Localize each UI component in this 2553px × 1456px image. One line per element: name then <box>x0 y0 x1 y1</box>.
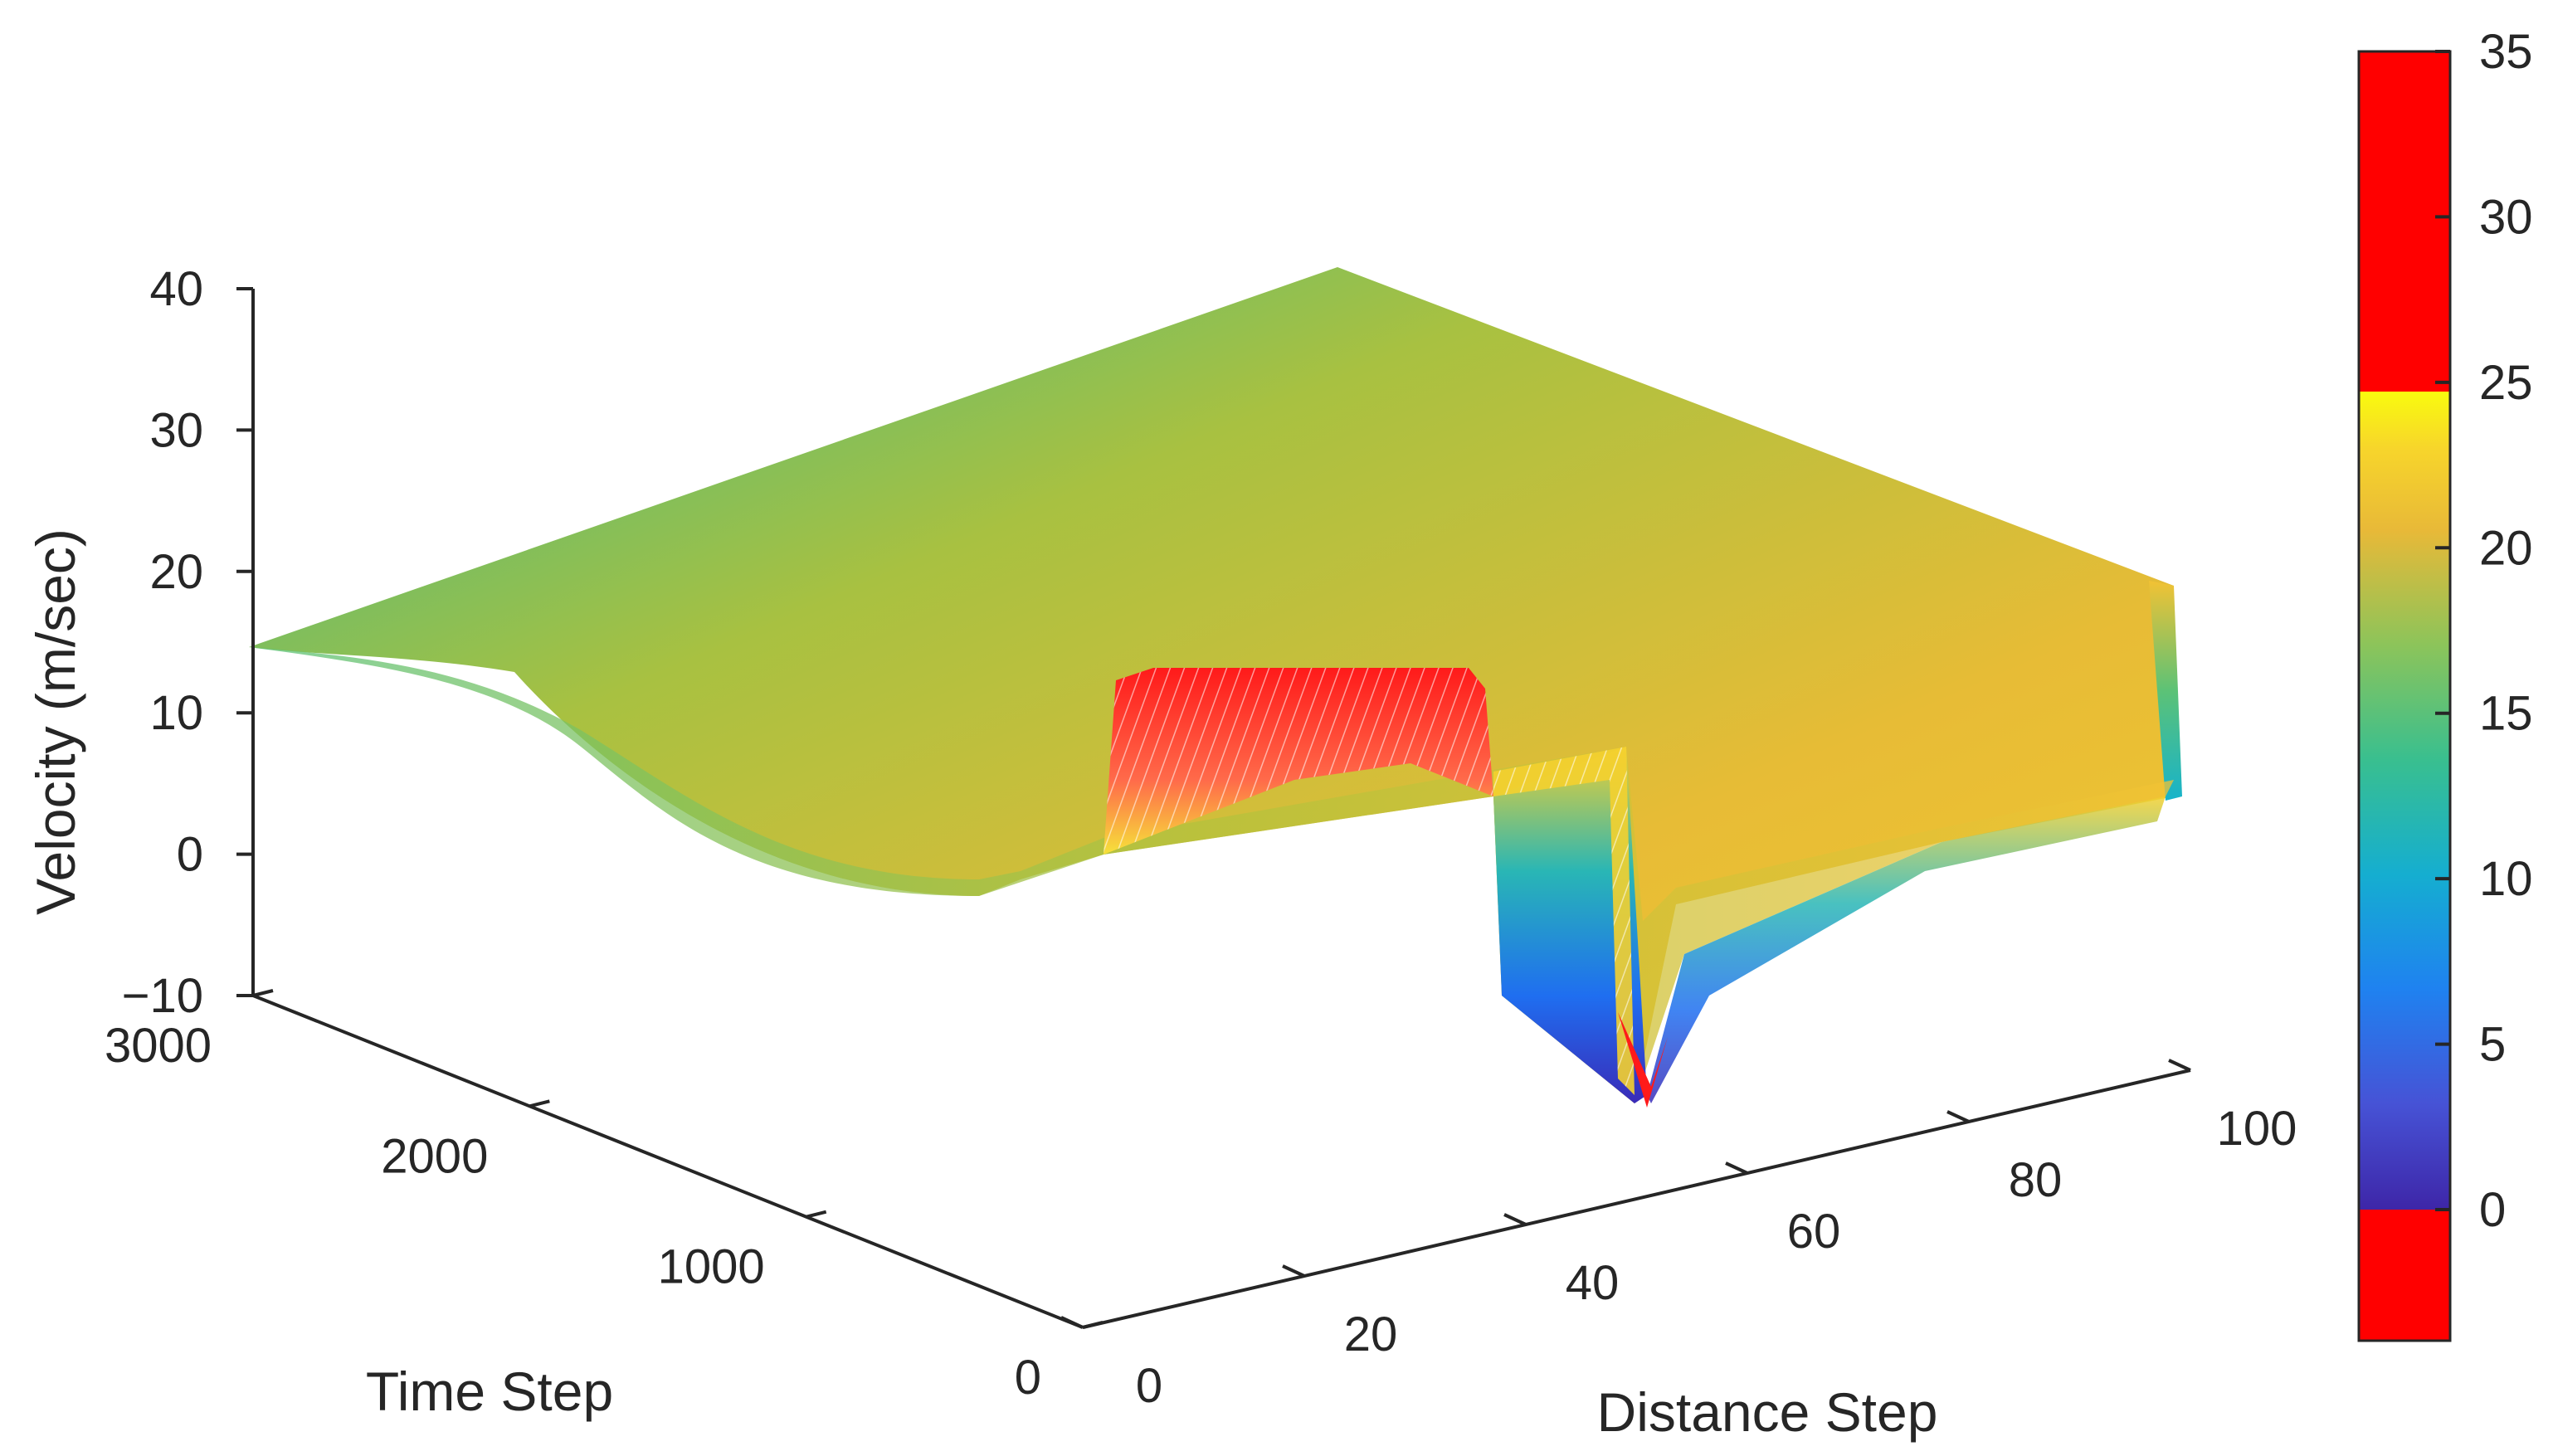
y-tick-mark <box>252 989 274 997</box>
x-axis-line <box>1082 1069 2191 1329</box>
x-tick-mark <box>1725 1161 1748 1175</box>
x-tick-mark <box>1946 1110 1970 1123</box>
colorbar-gradient <box>2359 392 2450 1210</box>
colorbar-under-band <box>2359 1210 2450 1341</box>
colorbar-tick-label: 25 <box>2479 356 2533 410</box>
z-tick-label: 20 <box>149 545 203 599</box>
x-tick-mark <box>2168 1059 2191 1072</box>
x-tick-label: 0 <box>1136 1359 1162 1413</box>
z-tick-label: 10 <box>149 686 203 740</box>
x-tick-label: 80 <box>2009 1153 2063 1207</box>
surface-yellow-step-mesh <box>1493 747 1635 1095</box>
x-tick-mark <box>1060 1316 1084 1329</box>
surface-red-plateau-mesh <box>1104 668 1493 855</box>
z-tick-label: 40 <box>149 262 203 316</box>
x-tick-mark <box>1282 1264 1305 1278</box>
colorbar-tick-label: 35 <box>2479 25 2533 79</box>
y-axis-title: Time Step <box>366 1361 613 1422</box>
z-tick-label: 0 <box>177 828 203 882</box>
colorbar-tick-label: 20 <box>2479 521 2533 575</box>
colorbar-tick-label: 10 <box>2479 852 2533 906</box>
z-axis-title: Velocity (m/sec) <box>25 528 86 915</box>
y-tick-mark <box>529 1099 550 1108</box>
colorbar-tick-label: 30 <box>2479 190 2533 244</box>
x-tick-label: 40 <box>1566 1256 1620 1310</box>
y-tick-label: 3000 <box>105 1019 212 1073</box>
y-tick-mark <box>806 1210 827 1219</box>
colorbar: 0 5 10 15 20 25 30 35 <box>2357 25 2533 1342</box>
y-tick-label: 2000 <box>381 1129 488 1183</box>
y-tick-mark <box>1082 1321 1104 1329</box>
colorbar-over-band <box>2359 51 2450 392</box>
colorbar-frame <box>2357 50 2452 1342</box>
y-ticks: 0 1000 2000 3000 <box>105 989 1104 1405</box>
surface-front-sheet <box>249 647 2174 1103</box>
z-tick-label: 30 <box>149 403 203 457</box>
surface-dip-right <box>1647 796 2166 1103</box>
z-ticks: −10 0 10 20 30 40 <box>122 262 253 1023</box>
y-tick-label: 1000 <box>658 1240 765 1294</box>
x-ticks: 0 20 40 60 80 100 <box>1060 1059 2297 1413</box>
x-axis-title: Distance Step <box>1597 1381 1938 1443</box>
velocity-surface <box>249 267 2182 1108</box>
colorbar-ticks: 0 5 10 15 20 25 30 35 <box>2435 25 2533 1237</box>
colorbar-tick-label: 15 <box>2479 687 2533 741</box>
y-tick-label: 0 <box>1015 1351 1041 1405</box>
z-tick-label: −10 <box>122 969 203 1023</box>
colorbar-tick-label: 5 <box>2479 1018 2506 1072</box>
y-axis-line <box>252 994 1084 1329</box>
surface-red-spike <box>1618 1012 1668 1108</box>
colorbar-tick-label: 0 <box>2479 1183 2506 1237</box>
x-tick-mark <box>1503 1213 1527 1226</box>
axes: −10 0 10 20 30 40 0 1000 2000 3000 0 20 40 60 80 100 <box>105 262 2297 1413</box>
x-tick-label: 20 <box>1344 1307 1398 1361</box>
x-tick-label: 100 <box>2217 1102 2297 1156</box>
surface-right-wall <box>2149 581 2182 801</box>
surface-dip-region <box>1493 747 1647 1103</box>
x-tick-label: 60 <box>1787 1205 1841 1259</box>
